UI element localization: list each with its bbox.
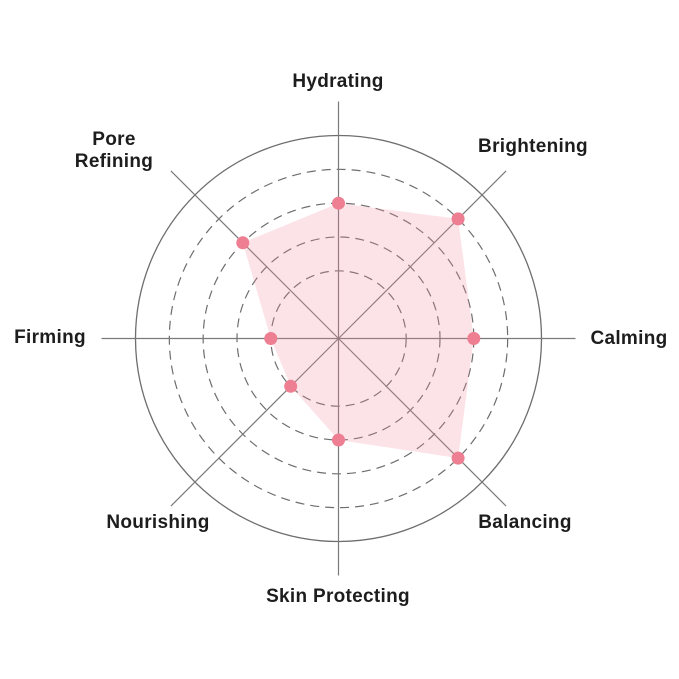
data-point-skin-protecting <box>332 433 345 447</box>
data-point-nourishing <box>284 379 298 393</box>
axis-line-balancing <box>338 338 507 507</box>
data-point-hydrating <box>332 196 345 210</box>
axis-label-nourishing: Nourishing <box>106 512 210 533</box>
data-point-pore-refining <box>236 236 250 250</box>
axis-line-nourishing <box>170 338 339 507</box>
data-point-firming <box>264 332 278 345</box>
axis-label-firming: Firming <box>14 327 86 348</box>
data-point-brightening <box>451 212 465 226</box>
axis-label-pore-refining: Pore Refining <box>74 129 154 172</box>
axis-label-balancing: Balancing <box>478 512 572 533</box>
axis-line-brightening <box>338 170 507 339</box>
axis-label-skin-protecting: Skin Protecting <box>266 586 410 607</box>
axis-line-pore-refining <box>170 170 339 339</box>
data-point-calming <box>467 332 481 345</box>
data-polygon <box>242 203 474 459</box>
data-point-balancing <box>451 451 465 465</box>
axis-label-hydrating: Hydrating <box>292 71 384 92</box>
axis-label-calming: Calming <box>590 328 668 349</box>
axis-label-brightening: Brightening <box>478 136 588 157</box>
